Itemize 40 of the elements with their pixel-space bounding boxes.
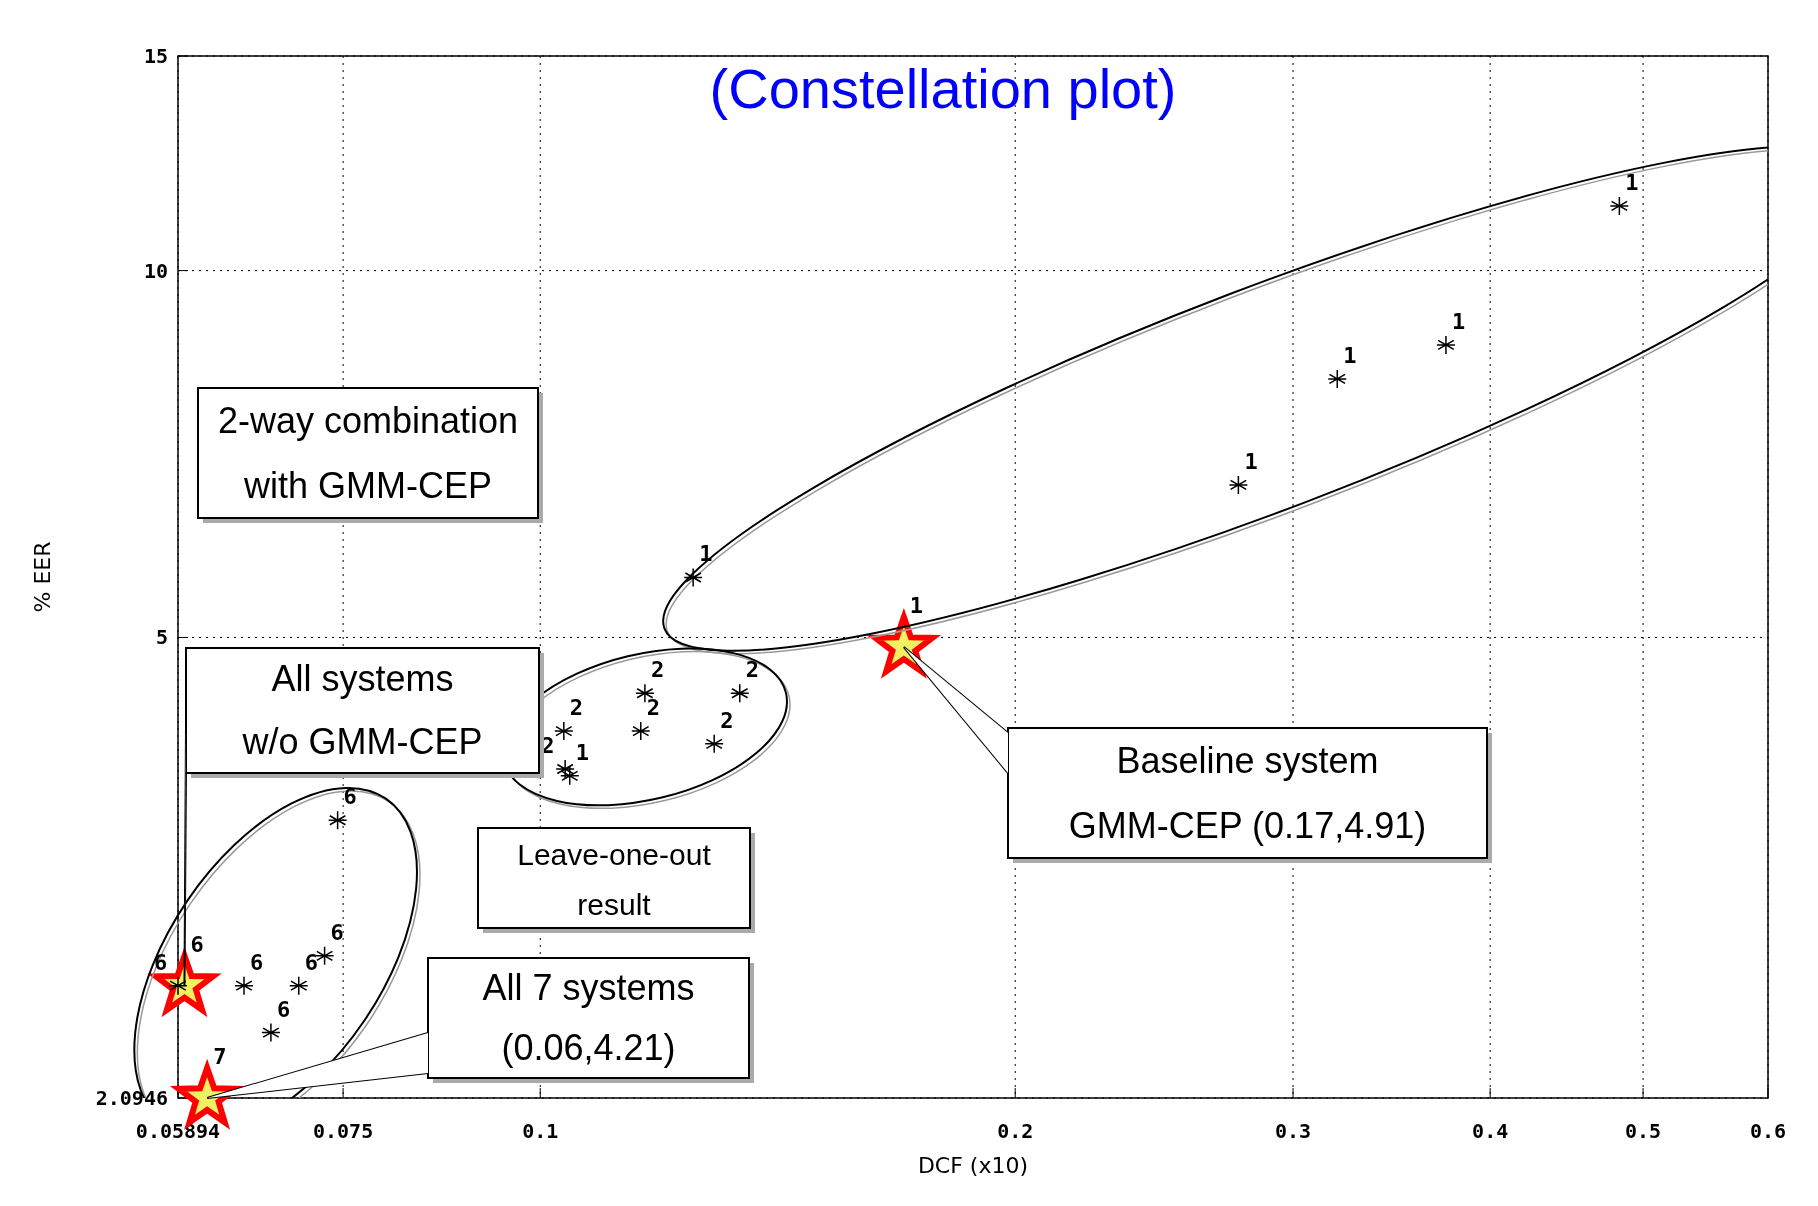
text: 1 [1451, 308, 1466, 334]
series-label: 1 [909, 593, 924, 619]
chart-title: (Constellation plot) [709, 57, 1177, 120]
x-axis-title: DCF (x10) [917, 1153, 1029, 1178]
text: 2 [569, 695, 584, 721]
annotation: All 7 systems (0.06,4.21) [482, 967, 695, 1068]
y-tick-label: 10 [143, 258, 168, 283]
x-tick-label: 0.2 [997, 1119, 1034, 1143]
series-label: 6 [154, 949, 168, 975]
annotation: Leave-one-out result [517, 838, 712, 921]
text: 6 [343, 784, 357, 810]
series-label: 7 [213, 1044, 227, 1069]
text: 6 [190, 931, 204, 957]
text: 2 [650, 657, 665, 683]
y-tick-label: 5 [155, 625, 168, 650]
series-label: 1 [1244, 448, 1258, 474]
x-tick-label: 0.5 [1625, 1119, 1662, 1143]
x-tick-label: 0.05894 [135, 1119, 221, 1143]
x-tick-label: 0.1 [522, 1119, 559, 1143]
x-tick-label: 0.6 [1749, 1119, 1787, 1143]
x-tick-label: 0.075 [313, 1119, 374, 1143]
x-tick-label: 0.3 [1274, 1119, 1312, 1143]
series-label: 1 [575, 739, 589, 765]
text: 2 [720, 707, 734, 733]
y-axis-title: % EER [30, 541, 55, 613]
annotation: 2-way combination with GMM-CEP [217, 399, 519, 506]
series-label: 2 [646, 695, 661, 721]
series-label: 6 [304, 949, 319, 975]
text: 6 [250, 949, 264, 975]
text: 6 [330, 919, 344, 945]
text: 1 [1625, 169, 1639, 195]
text: 6 [276, 996, 291, 1022]
text: 1 [1343, 342, 1357, 368]
text: 2 [745, 657, 760, 683]
x-tick-label: 0.4 [1472, 1119, 1509, 1143]
annotation: All systems w/o GMM-CEP [241, 658, 483, 762]
y-tick-label: 15 [143, 44, 168, 68]
annotation: Baseline system GMM-CEP (0.17,4.91) [1068, 739, 1427, 846]
y-tick-label: 2.0946 [95, 1086, 168, 1110]
text: 1 [699, 541, 713, 567]
